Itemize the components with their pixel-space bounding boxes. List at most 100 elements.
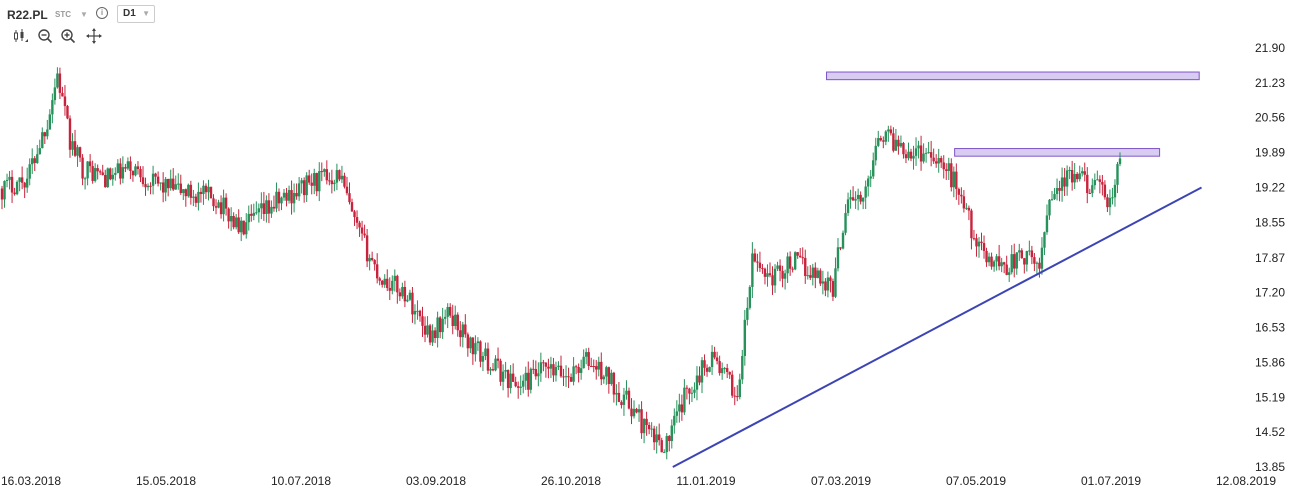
candle-body xyxy=(338,170,341,180)
candle-body xyxy=(987,256,991,263)
candle-body xyxy=(212,198,215,207)
y-tick-label: 14.52 xyxy=(1255,425,1285,439)
candle-body xyxy=(909,151,913,159)
timeframe-select[interactable]: D1 ▼ xyxy=(117,5,155,23)
candle-body xyxy=(715,357,719,362)
candle-body xyxy=(124,167,127,169)
candle-body xyxy=(864,186,867,198)
candle-body xyxy=(197,191,200,203)
candle-body xyxy=(51,100,54,115)
candle-body xyxy=(1096,179,1099,181)
candle-body xyxy=(829,277,832,282)
candle-body xyxy=(202,185,205,195)
candle-body xyxy=(980,241,983,244)
candle-body xyxy=(214,206,218,208)
candle-body xyxy=(592,366,595,368)
candle-body xyxy=(869,176,872,179)
candle-body xyxy=(940,158,943,163)
candle-body xyxy=(1013,254,1016,269)
candle-body xyxy=(685,387,689,389)
symbol-label[interactable]: R22.PL xyxy=(7,8,48,22)
candle-body xyxy=(904,154,908,159)
zoom-in-icon[interactable] xyxy=(60,28,76,44)
candle-body xyxy=(786,256,789,274)
candle-body xyxy=(720,368,724,374)
candle-body xyxy=(393,275,397,281)
candle-body xyxy=(370,257,374,261)
y-tick-label: 15.86 xyxy=(1255,355,1285,369)
candle-body xyxy=(804,257,807,276)
candle-body xyxy=(564,376,568,378)
candle-body xyxy=(207,186,210,193)
candle-body xyxy=(260,203,263,209)
candle-body xyxy=(1113,184,1117,198)
market-chevron-down-icon[interactable]: ▼ xyxy=(80,10,88,19)
candle-body xyxy=(1088,193,1091,195)
candle-body xyxy=(401,287,404,297)
candle-body xyxy=(388,287,391,291)
candle-body xyxy=(156,176,160,184)
candle-body xyxy=(38,148,41,155)
candle-body xyxy=(446,307,449,317)
candle-body xyxy=(1111,197,1114,199)
y-tick-label: 20.56 xyxy=(1255,111,1285,125)
candle-body xyxy=(663,452,666,454)
candle-body xyxy=(799,255,802,258)
pan-icon[interactable] xyxy=(86,28,102,44)
candle-body xyxy=(668,436,671,441)
candle-body xyxy=(590,365,593,367)
candle-body xyxy=(53,87,57,101)
candle-body xyxy=(511,373,515,382)
candle-body xyxy=(884,131,888,142)
candle-body xyxy=(914,148,918,156)
candle-body xyxy=(929,152,933,158)
candle-body xyxy=(297,183,301,197)
candle-body xyxy=(753,253,757,262)
candle-body xyxy=(1028,250,1031,252)
candle-body xyxy=(131,171,135,176)
candle-body xyxy=(534,369,538,377)
candle-body xyxy=(524,372,527,381)
candle-body xyxy=(748,286,752,308)
candle-body xyxy=(433,330,437,339)
candle-body xyxy=(501,371,505,382)
candle-body xyxy=(320,171,323,173)
candle-body xyxy=(680,404,684,413)
candle-body xyxy=(725,368,729,372)
zoom-out-icon[interactable] xyxy=(37,28,53,44)
candle-body xyxy=(892,133,895,151)
candle-body xyxy=(587,352,590,366)
candle-body xyxy=(658,434,661,441)
candles-icon[interactable] xyxy=(12,28,28,44)
resistance-zone xyxy=(826,71,1200,81)
candle-body xyxy=(149,185,152,187)
candle-body xyxy=(199,191,203,195)
candle-body xyxy=(3,180,6,200)
candle-body xyxy=(970,210,973,239)
candle-body xyxy=(675,411,679,416)
candle-body xyxy=(728,371,731,375)
candle-body xyxy=(418,310,422,317)
candle-body xyxy=(187,184,190,197)
candle-body xyxy=(882,140,885,142)
candle-body xyxy=(1055,187,1059,195)
candle-body xyxy=(529,368,532,390)
candle-body xyxy=(421,316,424,326)
candle-body xyxy=(922,153,925,162)
info-icon[interactable]: i xyxy=(96,7,108,19)
candle-body xyxy=(151,173,155,186)
candle-body xyxy=(217,202,220,208)
candle-body xyxy=(934,161,938,164)
candle-body xyxy=(1053,194,1056,200)
candle-body xyxy=(1033,257,1036,264)
candle-body xyxy=(610,372,613,384)
candle-body xyxy=(731,374,734,396)
candle-body xyxy=(1070,169,1074,183)
candle-body xyxy=(325,169,329,181)
candle-body xyxy=(1116,164,1119,185)
candle-body xyxy=(849,197,852,200)
x-tick-label: 12.08.2019 xyxy=(1216,474,1276,488)
candle-body xyxy=(874,145,877,161)
market-label[interactable]: STC xyxy=(55,10,71,19)
